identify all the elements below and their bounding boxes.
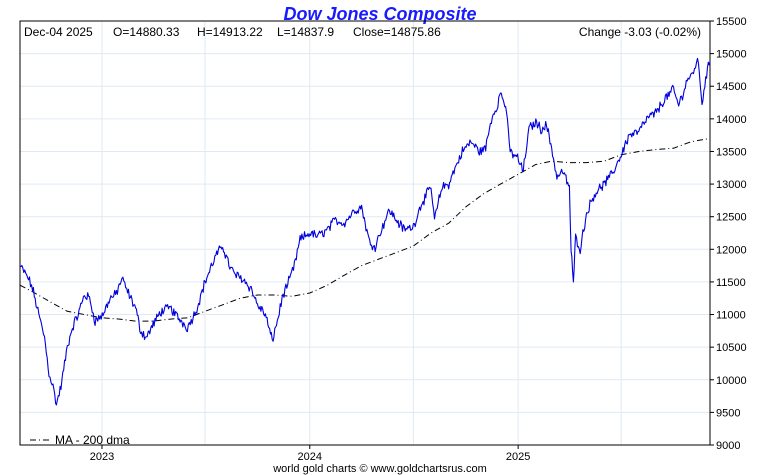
- y-tick-label: 10000: [716, 375, 747, 387]
- x-axis: 2023 2024 2025: [90, 445, 530, 463]
- series: [19, 57, 711, 406]
- info-high: H=14913.22: [197, 25, 263, 39]
- y-tick-label: 13500: [716, 146, 747, 158]
- x-tick-label: 2023: [90, 451, 114, 463]
- chart-title: Dow Jones Composite: [283, 4, 476, 24]
- y-tick-label: 9000: [716, 440, 740, 452]
- legend-label: MA - 200 dma: [55, 433, 130, 447]
- y-tick-label: 11500: [716, 277, 746, 289]
- y-tick-label: 15000: [716, 49, 747, 61]
- y-tick-label: 12500: [716, 212, 747, 224]
- info-close: Close=14875.86: [353, 25, 441, 39]
- y-tick-label: 13000: [716, 179, 747, 191]
- y-tick-label: 10500: [716, 342, 747, 354]
- info-change: Change -3.03 (-0.02%): [579, 25, 701, 39]
- plot-frame: [19, 20, 711, 446]
- series-ma-200: [19, 137, 711, 322]
- y-tick-label: 14000: [716, 114, 747, 126]
- x-tick-label: 2025: [506, 451, 530, 463]
- y-tick-label: 9500: [716, 407, 740, 419]
- footer-credit: world gold charts © www.goldchartsrus.co…: [272, 463, 487, 475]
- info-date: Dec-04 2025: [24, 25, 93, 39]
- info-low: L=14837.9: [277, 25, 334, 39]
- y-tick-label: 14500: [716, 81, 747, 93]
- grid: [20, 20, 710, 446]
- series-price: [19, 57, 711, 406]
- y-tick-label: 15500: [716, 16, 747, 28]
- y-tick-label: 11000: [716, 310, 746, 322]
- y-axis: 9000 9500 10000 10500 11000 11500 12000 12500 13…: [710, 16, 747, 452]
- x-tick-label: 2024: [298, 451, 322, 463]
- y-tick-label: 12000: [716, 244, 747, 256]
- info-open: O=14880.33: [113, 25, 180, 39]
